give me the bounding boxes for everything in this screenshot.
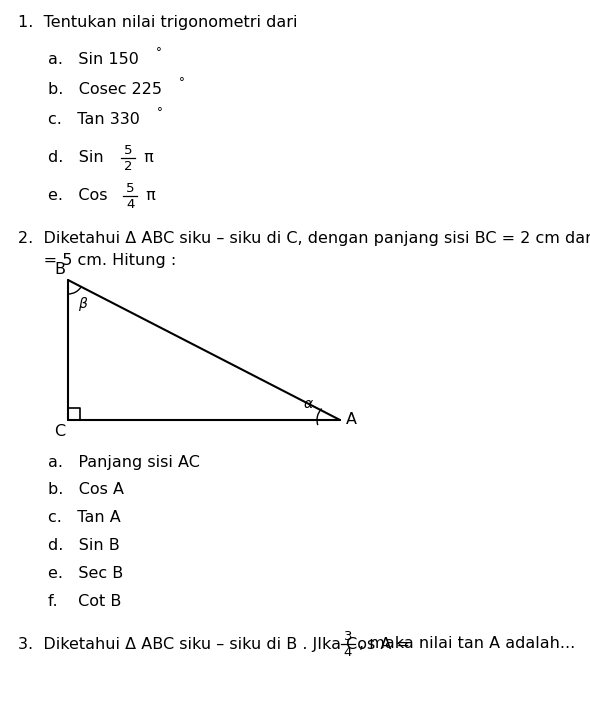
- Text: , maka nilai tan A adalah...: , maka nilai tan A adalah...: [359, 636, 575, 651]
- Text: e.   Cos: e. Cos: [48, 189, 113, 203]
- Text: 5: 5: [126, 182, 135, 195]
- Text: π: π: [139, 151, 154, 166]
- Text: B: B: [54, 263, 65, 277]
- Text: β: β: [78, 297, 87, 311]
- Text: a.   Sin 150: a. Sin 150: [48, 52, 139, 67]
- Text: b.   Cosec 225: b. Cosec 225: [48, 83, 162, 98]
- Text: 4: 4: [126, 198, 135, 212]
- Text: d.   Sin: d. Sin: [48, 151, 109, 166]
- Text: 2: 2: [124, 161, 133, 174]
- Text: °: °: [156, 47, 162, 60]
- Text: 2.  Diketahui Δ ABC siku – siku di C, dengan panjang sisi BC = 2 cm dan panjang : 2. Diketahui Δ ABC siku – siku di C, den…: [18, 230, 590, 246]
- Text: °: °: [179, 77, 185, 90]
- Text: A: A: [346, 413, 357, 427]
- Text: 3.  Diketahui Δ ABC siku – siku di B . JIka Cos A =: 3. Diketahui Δ ABC siku – siku di B . JI…: [18, 636, 410, 651]
- Text: 1.  Tentukan nilai trigonometri dari: 1. Tentukan nilai trigonometri dari: [18, 14, 297, 29]
- Text: e.   Sec B: e. Sec B: [48, 567, 123, 582]
- Text: c.   Tan A: c. Tan A: [48, 510, 121, 526]
- Text: 5: 5: [124, 144, 133, 157]
- Text: b.   Cos A: b. Cos A: [48, 482, 124, 498]
- Text: c.   Tan 330: c. Tan 330: [48, 113, 140, 128]
- Text: 4: 4: [344, 646, 352, 660]
- Text: °: °: [157, 106, 163, 119]
- Text: d.   Sin B: d. Sin B: [48, 538, 120, 554]
- Text: = 5 cm. Hitung :: = 5 cm. Hitung :: [18, 253, 176, 268]
- Text: π: π: [141, 189, 156, 203]
- Text: C: C: [54, 424, 65, 439]
- Text: f.    Cot B: f. Cot B: [48, 595, 122, 610]
- Text: α: α: [304, 397, 313, 411]
- Text: a.   Panjang sisi AC: a. Panjang sisi AC: [48, 454, 200, 470]
- Text: 3: 3: [344, 630, 352, 643]
